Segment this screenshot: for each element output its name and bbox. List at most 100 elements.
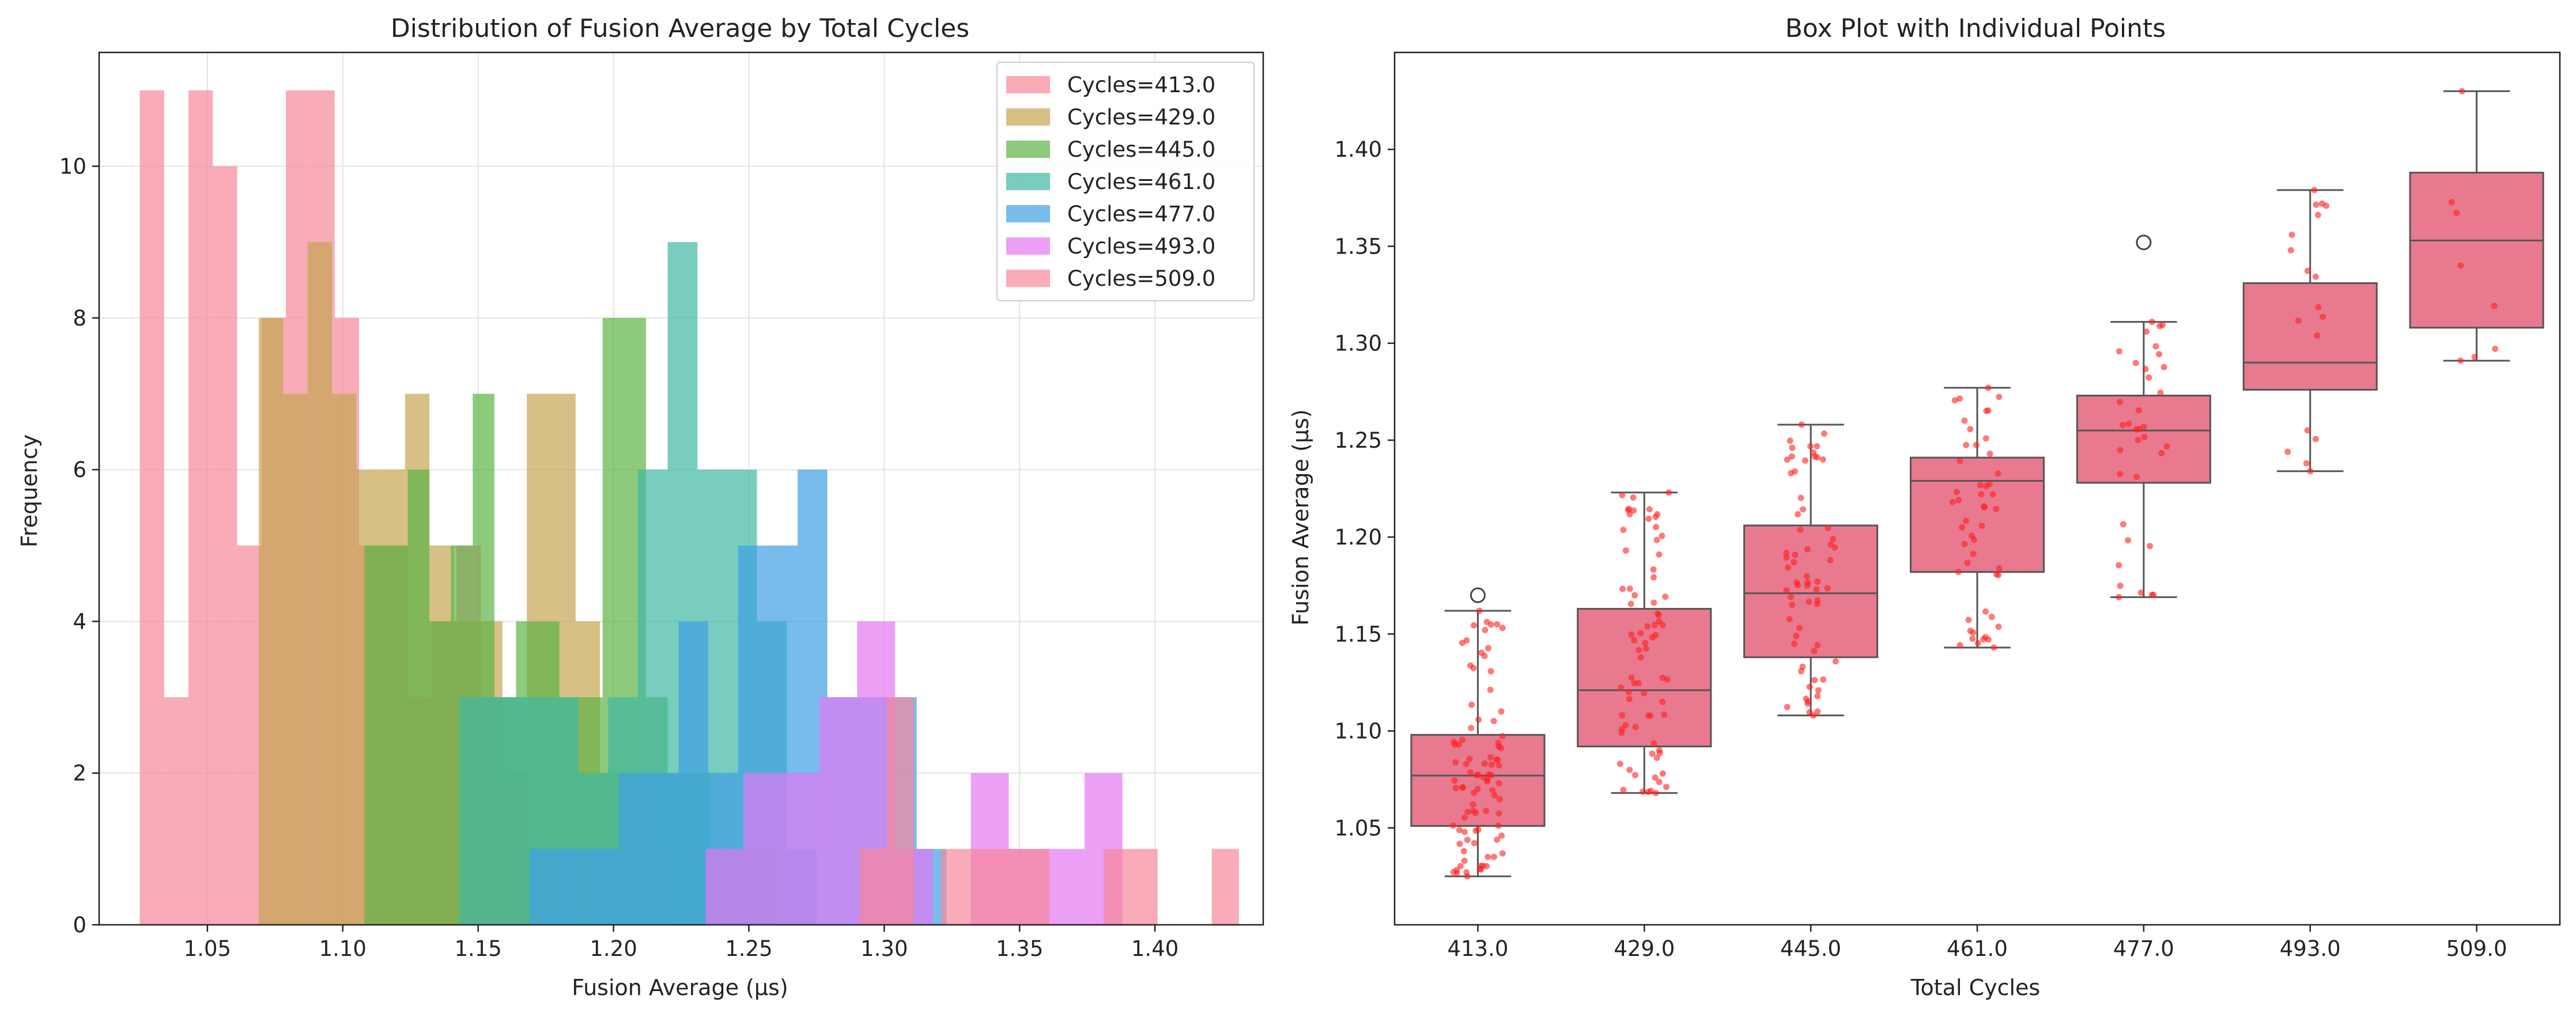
data-point xyxy=(1986,450,1993,457)
histogram-bar xyxy=(188,90,213,925)
data-point xyxy=(1652,774,1659,781)
data-point xyxy=(1970,629,1977,636)
data-point xyxy=(1619,712,1626,719)
data-point xyxy=(1961,417,1968,424)
histogram-bar xyxy=(237,545,262,925)
data-point xyxy=(2312,273,2319,280)
legend: Cycles=413.0 Cycles=429.0 Cycles=445.0 Cycl… xyxy=(996,62,1255,301)
histogram-bar xyxy=(283,394,308,925)
data-point xyxy=(1803,573,1810,580)
data-point xyxy=(1814,443,1820,450)
data-point xyxy=(1656,750,1663,757)
histogram-bar xyxy=(589,849,619,925)
data-point xyxy=(1489,787,1496,794)
data-point xyxy=(1632,724,1639,731)
data-point xyxy=(1632,772,1639,778)
legend-label: Cycles=493.0 xyxy=(1067,234,1215,259)
data-point xyxy=(1466,755,1473,762)
data-point xyxy=(2137,589,2144,596)
data-point xyxy=(1811,676,1818,683)
data-point xyxy=(1955,497,1962,504)
data-point xyxy=(1974,640,1981,647)
y-tick-label: 1.35 xyxy=(1335,234,1382,259)
data-point xyxy=(1659,674,1666,681)
data-point xyxy=(1471,840,1478,846)
data-point xyxy=(1487,668,1494,675)
data-point xyxy=(2314,332,2321,339)
data-point xyxy=(1467,769,1474,776)
data-point xyxy=(1625,689,1632,695)
data-point xyxy=(1953,489,1960,496)
data-point xyxy=(1485,645,1491,652)
x-tick-label: 461.0 xyxy=(1947,936,2008,961)
data-point xyxy=(1807,443,1814,450)
data-point xyxy=(2146,374,2152,381)
data-point xyxy=(1792,551,1799,558)
data-point xyxy=(2117,471,2124,478)
data-point xyxy=(2320,313,2326,320)
data-point xyxy=(2307,468,2314,475)
data-point xyxy=(1825,524,1831,531)
data-point xyxy=(1783,550,1790,557)
data-point xyxy=(1804,546,1811,553)
data-point xyxy=(2158,449,2165,456)
data-point xyxy=(2304,267,2311,274)
box-461.0 xyxy=(1909,384,2045,651)
data-point xyxy=(1832,658,1839,665)
data-point xyxy=(1995,470,2001,477)
data-point xyxy=(2116,593,2122,600)
data-point xyxy=(2116,348,2122,355)
histogram-bar xyxy=(887,697,914,925)
data-point xyxy=(1978,522,1985,529)
data-point xyxy=(1464,837,1471,844)
x-tick-label: 1.35 xyxy=(996,936,1043,961)
data-point xyxy=(1784,456,1791,463)
histogram-bar xyxy=(407,470,430,925)
data-point xyxy=(1495,762,1502,769)
histogram-bar xyxy=(618,773,649,925)
data-point xyxy=(1647,712,1654,719)
histogram-plot-area: 1.05 1.10 1.15 1.20 1.25 1.30 1.35 1.40 0 2 4 6 8 10 C… xyxy=(59,51,1264,961)
data-point xyxy=(2453,209,2460,216)
data-point xyxy=(1800,506,1807,513)
data-point xyxy=(1665,489,1672,496)
data-point xyxy=(1959,524,1966,531)
data-point xyxy=(1965,617,1972,623)
data-point xyxy=(1450,822,1457,829)
data-point xyxy=(1487,686,1494,693)
data-point xyxy=(1628,631,1635,638)
data-point xyxy=(1620,527,1627,534)
legend-label: Cycles=445.0 xyxy=(1067,137,1215,162)
data-point xyxy=(1956,458,1963,464)
data-point xyxy=(2491,303,2498,309)
boxplot-ylabel: Fusion Average (µs) xyxy=(1288,409,1313,625)
plot-frame xyxy=(98,51,1264,926)
data-point xyxy=(1969,636,1976,642)
data-point xyxy=(1461,814,1468,821)
boxplot-plot-area: 413.0 429.0 445.0 461.0 477.0 493.0 509.0 1.05 1… xyxy=(1335,51,2561,961)
data-point xyxy=(1793,633,1800,640)
data-point xyxy=(1985,636,1992,643)
data-point xyxy=(1985,384,1992,391)
flier-point xyxy=(1470,587,1486,603)
y-tick-label: 1.05 xyxy=(1335,816,1382,841)
data-point xyxy=(1463,761,1470,768)
data-point xyxy=(2313,201,2320,208)
data-point xyxy=(1814,708,1821,715)
legend-label: Cycles=461.0 xyxy=(1067,169,1215,194)
data-point xyxy=(1785,564,1792,571)
data-point xyxy=(1626,695,1633,702)
histogram-bar xyxy=(995,849,1022,925)
data-point xyxy=(1485,853,1491,860)
data-point xyxy=(1644,623,1651,630)
data-point xyxy=(1799,663,1806,670)
box-iqr xyxy=(1909,456,2045,573)
data-point xyxy=(1457,863,1464,869)
data-point xyxy=(1461,857,1468,864)
legend-swatch xyxy=(1006,237,1050,255)
data-point xyxy=(1663,784,1670,791)
data-point xyxy=(1499,850,1506,857)
data-point xyxy=(1963,441,1970,448)
data-point xyxy=(2147,543,2154,550)
